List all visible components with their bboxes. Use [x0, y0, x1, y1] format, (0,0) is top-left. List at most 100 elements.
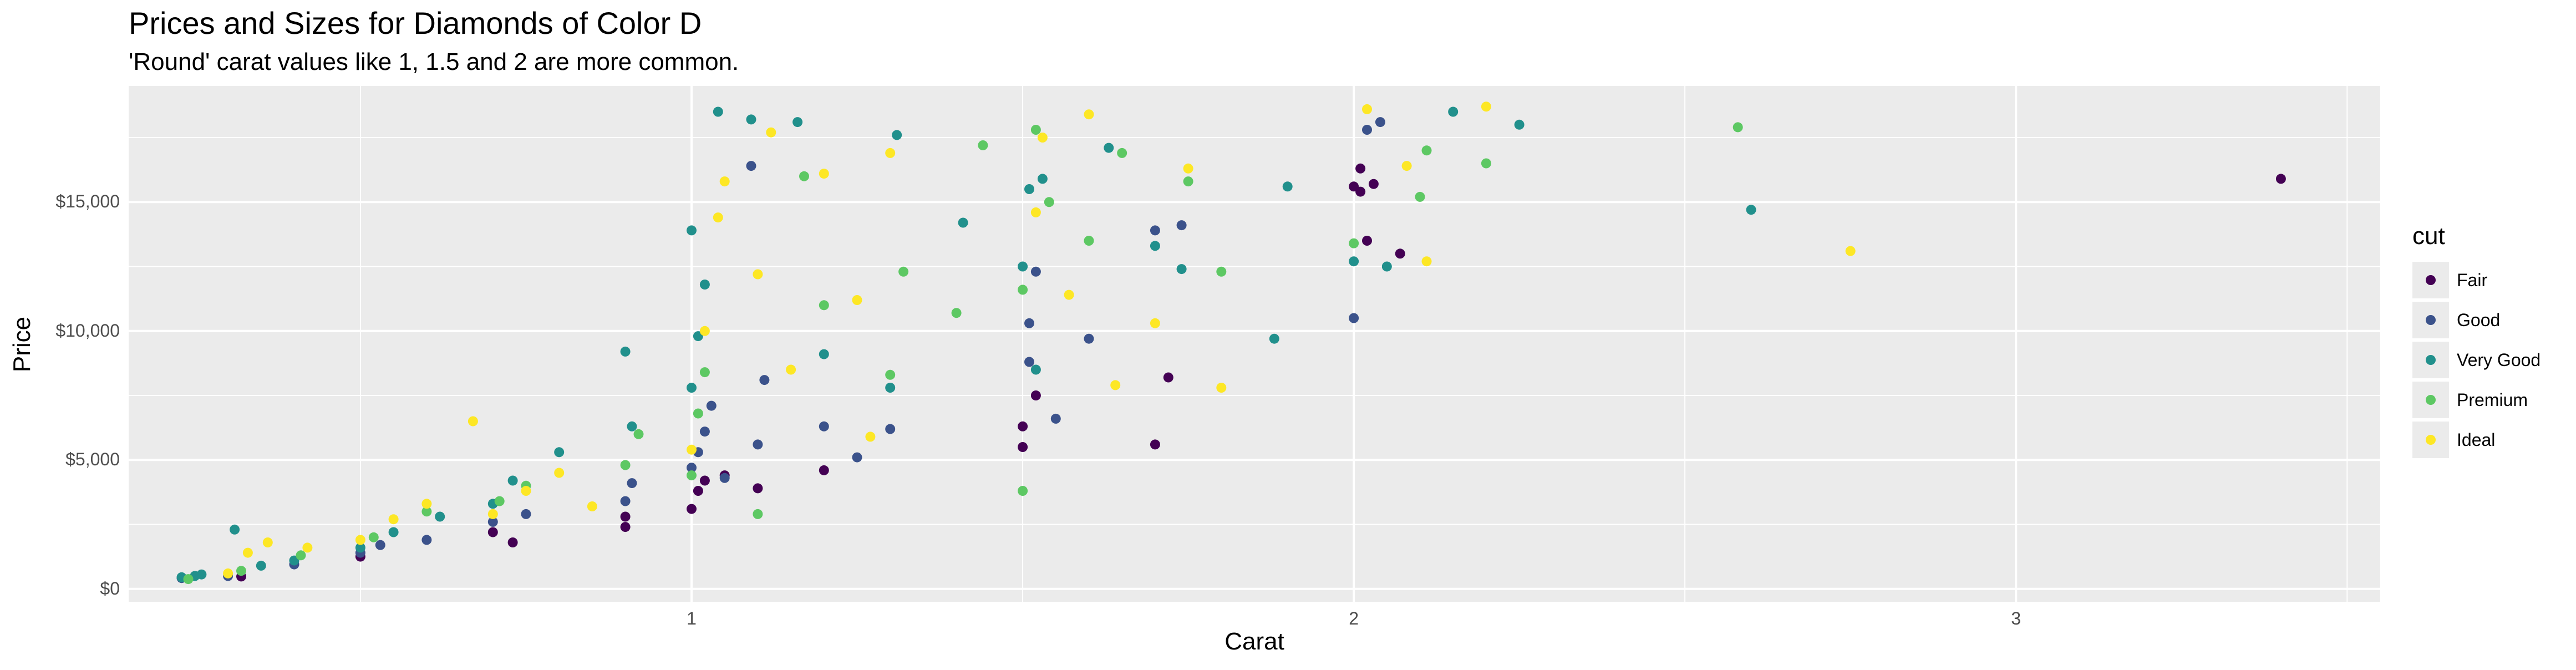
data-point — [1018, 421, 1028, 432]
data-point — [1030, 125, 1041, 135]
data-point — [368, 532, 379, 542]
legend-swatch — [2426, 435, 2436, 445]
data-point — [892, 130, 902, 140]
data-point — [1349, 256, 1359, 267]
data-point — [1024, 318, 1034, 328]
data-point — [885, 369, 896, 380]
data-point — [1018, 285, 1028, 295]
data-point — [1845, 246, 1856, 256]
data-point — [687, 504, 697, 514]
data-point — [554, 447, 565, 458]
data-point — [1395, 248, 1405, 259]
y-axis-label: Price — [8, 316, 35, 373]
data-point — [1362, 236, 1372, 246]
data-point — [521, 486, 531, 496]
data-point — [627, 478, 637, 489]
data-point — [1024, 357, 1034, 367]
data-point — [699, 427, 710, 437]
data-point — [687, 470, 697, 481]
data-point — [759, 375, 770, 385]
data-point — [388, 527, 399, 537]
data-point — [507, 537, 518, 547]
data-point — [355, 542, 365, 553]
data-point — [1368, 179, 1379, 189]
legend-key — [2412, 382, 2449, 418]
data-point — [627, 421, 637, 432]
data-point — [468, 416, 478, 427]
data-point — [958, 217, 968, 228]
x-tick-label: 1 — [687, 608, 697, 628]
data-point — [713, 106, 723, 117]
grid-lines — [129, 86, 2380, 602]
data-point — [1269, 333, 1279, 344]
data-point — [865, 432, 876, 442]
data-point — [494, 496, 505, 506]
data-point — [1481, 101, 1491, 112]
data-point — [898, 266, 909, 277]
data-point — [699, 475, 710, 486]
data-point — [1282, 181, 1293, 192]
data-point — [1355, 186, 1366, 197]
data-point — [388, 514, 399, 525]
data-point — [242, 547, 253, 558]
data-point — [699, 367, 710, 378]
data-point — [766, 127, 776, 138]
chart-subtitle: 'Round' carat values like 1, 1.5 and 2 a… — [129, 48, 739, 75]
data-point — [421, 499, 432, 509]
data-point — [1362, 104, 1372, 114]
data-point — [1037, 133, 1048, 143]
y-tick-label: $15,000 — [55, 191, 120, 212]
data-point — [819, 349, 829, 359]
legend-key — [2412, 302, 2449, 338]
data-point — [1481, 158, 1491, 169]
data-point — [1349, 313, 1359, 323]
data-point — [1421, 145, 1432, 156]
data-point — [885, 383, 896, 393]
data-point — [885, 424, 896, 434]
legend-swatch — [2426, 355, 2436, 365]
x-tick-label: 3 — [2011, 608, 2021, 628]
data-point — [792, 117, 803, 128]
x-tick-label: 2 — [1349, 608, 1359, 628]
data-point — [1104, 143, 1114, 153]
data-point — [302, 542, 313, 553]
data-point — [521, 509, 531, 519]
data-point — [1415, 191, 1425, 202]
data-point — [355, 535, 365, 545]
data-point — [799, 171, 809, 181]
data-point — [687, 225, 697, 236]
data-point — [699, 326, 710, 336]
data-point — [1732, 122, 1743, 133]
data-point — [687, 444, 697, 455]
data-point — [2275, 174, 2286, 184]
data-point — [375, 540, 385, 550]
legend-label: Fair — [2457, 270, 2488, 290]
data-point — [1150, 439, 1160, 450]
legend-label: Good — [2457, 310, 2501, 330]
data-point — [620, 346, 631, 357]
data-point — [230, 524, 240, 535]
data-point — [1064, 290, 1074, 300]
y-tick-label: $5,000 — [65, 449, 120, 470]
legend-swatch — [2426, 315, 2436, 325]
data-point — [196, 569, 207, 580]
data-point — [1024, 184, 1034, 194]
legend-label: Ideal — [2457, 430, 2496, 450]
legend-key — [2412, 262, 2449, 298]
data-point — [978, 140, 988, 150]
data-point — [1044, 197, 1054, 207]
data-point — [753, 509, 763, 519]
data-point — [753, 269, 763, 280]
data-point — [706, 400, 717, 411]
data-point — [1030, 207, 1041, 217]
data-point — [1746, 205, 1756, 215]
data-point — [719, 473, 730, 483]
data-point — [1216, 266, 1227, 277]
data-point — [693, 486, 703, 496]
legend-label: Very Good — [2457, 350, 2541, 370]
data-point — [1117, 148, 1127, 158]
data-point — [262, 537, 273, 547]
data-point — [620, 496, 631, 506]
legend-label: Premium — [2457, 390, 2528, 410]
data-point — [487, 509, 498, 519]
